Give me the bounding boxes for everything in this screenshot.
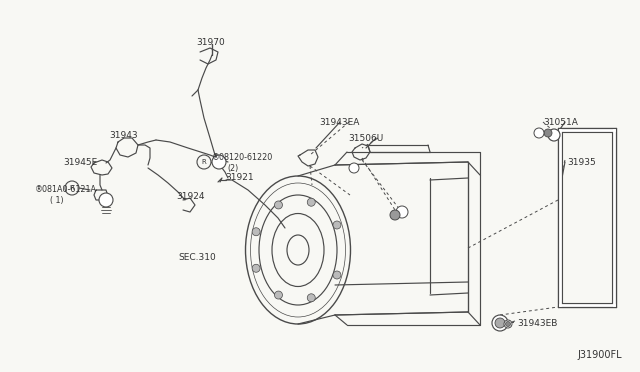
Circle shape [275, 201, 282, 209]
Text: R: R [70, 185, 74, 191]
Text: ®081A0-6121A: ®081A0-6121A [35, 185, 97, 194]
Circle shape [548, 129, 560, 141]
Text: 31921: 31921 [225, 173, 253, 182]
Text: ®08120-61220: ®08120-61220 [212, 153, 273, 162]
Text: R: R [202, 159, 206, 165]
Circle shape [349, 163, 359, 173]
Circle shape [492, 315, 508, 331]
Text: 31943: 31943 [109, 131, 138, 140]
Circle shape [544, 129, 552, 137]
Circle shape [506, 321, 511, 327]
Text: J31900FL: J31900FL [577, 350, 622, 360]
Circle shape [504, 320, 512, 328]
Circle shape [307, 294, 316, 302]
Circle shape [307, 198, 316, 206]
Text: 31945E: 31945E [63, 158, 97, 167]
Circle shape [333, 221, 341, 229]
Text: (2): (2) [227, 164, 238, 173]
Text: SEC.310: SEC.310 [178, 253, 216, 262]
Text: 31924: 31924 [176, 192, 205, 201]
Text: 31943EA: 31943EA [319, 118, 360, 127]
Circle shape [99, 193, 113, 207]
Circle shape [275, 291, 282, 299]
Text: 31935: 31935 [567, 158, 596, 167]
Circle shape [495, 318, 505, 328]
Circle shape [212, 155, 226, 169]
Text: ( 1): ( 1) [50, 196, 63, 205]
Circle shape [396, 206, 408, 218]
Text: 31506U: 31506U [348, 134, 383, 143]
Text: 31051A: 31051A [543, 118, 578, 127]
Circle shape [333, 271, 341, 279]
Text: 31970: 31970 [196, 38, 225, 47]
Circle shape [390, 210, 400, 220]
Circle shape [252, 228, 260, 236]
Circle shape [534, 128, 544, 138]
Text: 31943EB: 31943EB [517, 319, 557, 328]
Circle shape [252, 264, 260, 272]
